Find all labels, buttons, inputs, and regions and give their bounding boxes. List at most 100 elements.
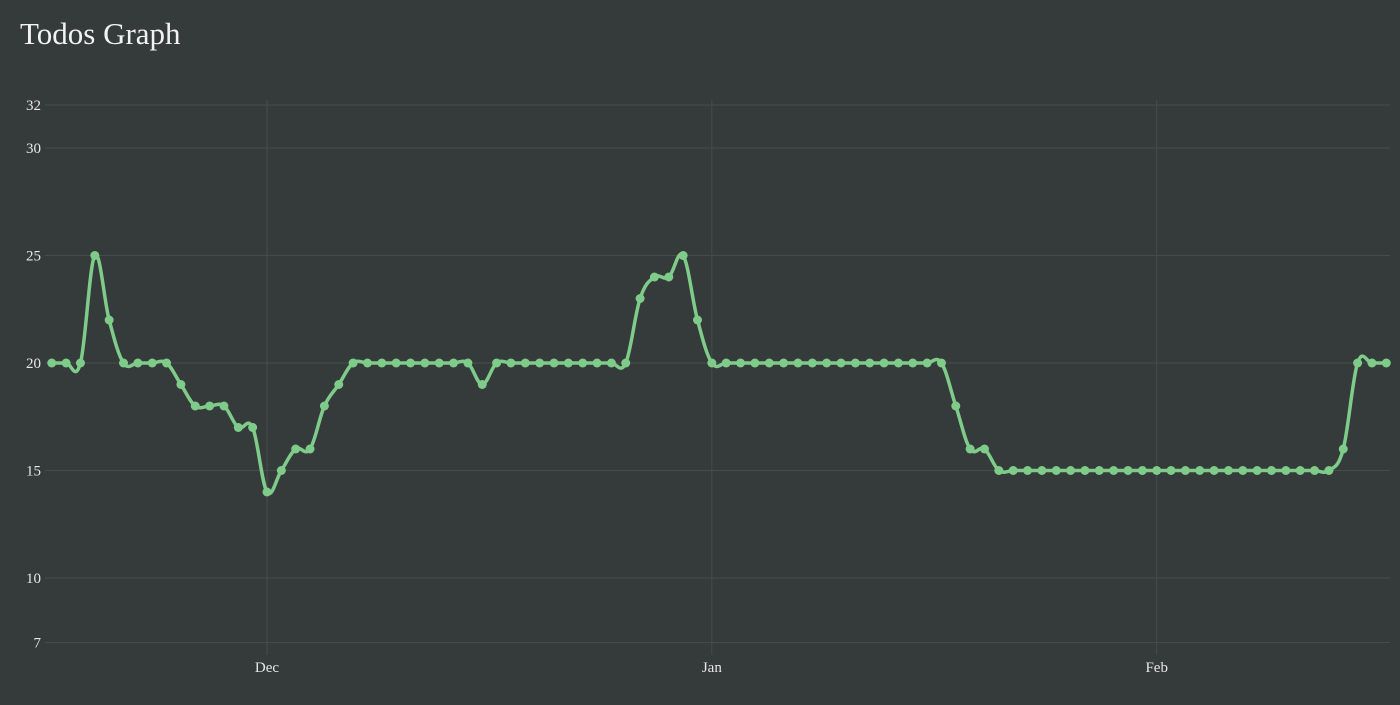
data-point	[1353, 358, 1363, 368]
y-tick-label: 30	[26, 141, 41, 157]
data-point	[1051, 466, 1061, 475]
data-point	[75, 358, 85, 368]
data-point	[1238, 466, 1248, 475]
data-point	[104, 315, 114, 325]
data-point	[1223, 466, 1233, 475]
data-point	[1367, 358, 1377, 368]
data-point	[606, 358, 616, 368]
data-point	[1180, 466, 1190, 475]
data-point	[764, 358, 774, 368]
y-tick-label: 25	[26, 249, 41, 265]
data-point	[779, 358, 789, 368]
data-point	[1152, 466, 1162, 475]
series-line	[50, 252, 1389, 496]
data-point	[319, 401, 329, 411]
y-tick-label: 10	[26, 571, 41, 587]
data-point	[807, 358, 817, 368]
data-point	[922, 358, 932, 368]
data-point	[879, 358, 889, 368]
data-point	[520, 358, 530, 368]
data-point	[61, 358, 71, 368]
data-point	[119, 358, 128, 368]
data-point	[721, 358, 731, 368]
data-point	[463, 358, 473, 368]
data-point	[262, 487, 272, 497]
data-point	[1137, 466, 1147, 475]
data-point	[592, 358, 602, 368]
data-point	[578, 358, 588, 368]
data-point	[736, 358, 746, 368]
data-point	[1109, 466, 1119, 475]
data-point	[1324, 466, 1334, 475]
data-point	[549, 358, 559, 368]
data-point	[420, 358, 430, 368]
x-tick-label: Feb	[1145, 660, 1168, 676]
data-point	[47, 358, 57, 368]
data-point	[1209, 466, 1219, 475]
data-point	[1066, 466, 1076, 475]
data-point	[291, 444, 301, 454]
data-point	[449, 358, 459, 368]
data-point	[994, 466, 1004, 475]
data-point	[1295, 466, 1305, 475]
data-point	[1023, 466, 1033, 475]
data-point	[635, 294, 645, 303]
data-point	[980, 444, 989, 454]
data-point	[664, 272, 674, 282]
data-point	[563, 358, 573, 368]
data-point	[190, 401, 200, 411]
data-point	[233, 423, 243, 432]
chart-title: Todos Graph	[20, 16, 181, 51]
data-point	[162, 358, 172, 368]
data-point	[219, 401, 229, 411]
data-point	[492, 358, 502, 368]
data-point	[305, 444, 315, 454]
data-point	[1252, 466, 1262, 475]
data-point	[1195, 466, 1205, 475]
data-point	[621, 358, 631, 368]
data-point	[334, 380, 344, 389]
data-point	[1094, 466, 1104, 475]
data-point	[406, 358, 415, 368]
data-point	[965, 444, 975, 454]
data-point	[147, 358, 157, 368]
data-point	[1281, 466, 1291, 475]
data-point	[276, 466, 286, 475]
data-point	[750, 358, 760, 368]
data-point	[434, 358, 444, 368]
data-point	[506, 358, 516, 368]
y-tick-label: 20	[26, 356, 41, 372]
data-point	[951, 401, 961, 411]
data-point	[1008, 466, 1018, 475]
data-point	[90, 251, 100, 260]
data-point	[377, 358, 387, 368]
data-point	[1166, 466, 1176, 475]
data-point	[133, 358, 143, 368]
data-point	[678, 251, 688, 260]
data-point	[1123, 466, 1133, 475]
data-point	[1080, 466, 1090, 475]
data-point	[936, 358, 946, 368]
data-point	[836, 358, 846, 368]
x-tick-label: Jan	[702, 660, 722, 676]
data-point	[707, 358, 717, 368]
x-tick-label: Dec	[255, 660, 279, 676]
data-point	[205, 401, 215, 411]
y-tick-label: 32	[26, 98, 41, 114]
y-tick-label: 7	[34, 636, 42, 652]
data-point	[176, 380, 186, 389]
data-point	[649, 272, 659, 282]
data-point	[1267, 466, 1276, 475]
data-point	[693, 315, 702, 325]
data-point	[793, 358, 803, 368]
data-point	[535, 358, 545, 368]
data-point	[1037, 466, 1047, 475]
data-point	[908, 358, 918, 368]
data-point	[348, 358, 358, 368]
y-tick-label: 15	[26, 464, 41, 480]
data-point	[893, 358, 903, 368]
data-point	[822, 358, 832, 368]
data-point	[362, 358, 372, 368]
data-point	[1381, 358, 1391, 368]
